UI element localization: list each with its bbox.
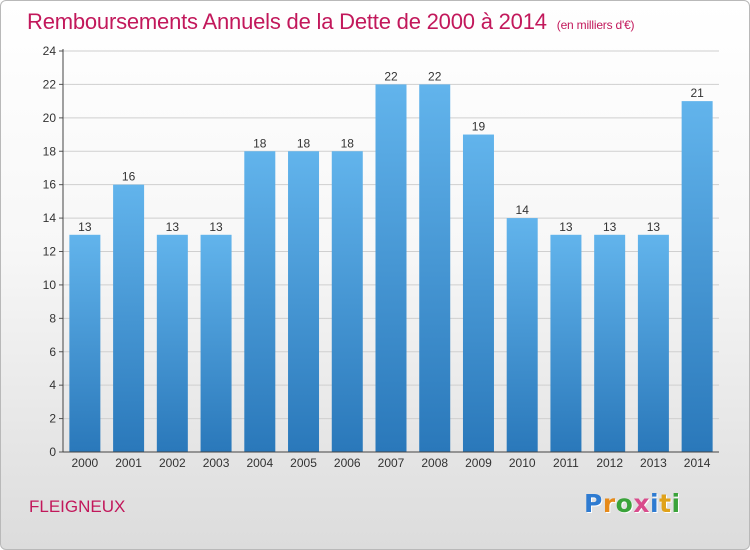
- data-label: 13: [647, 220, 661, 234]
- data-label: 19: [472, 120, 486, 134]
- y-tick-label: 18: [43, 144, 57, 158]
- y-tick-label: 22: [43, 77, 57, 91]
- x-tick-label: 2008: [421, 456, 448, 470]
- data-label: 13: [209, 220, 223, 234]
- x-tick-label: 2007: [378, 456, 405, 470]
- data-label: 18: [297, 136, 311, 150]
- bar-2002: [156, 234, 188, 452]
- bar-2009: [462, 134, 494, 452]
- data-label: 22: [428, 69, 442, 83]
- data-label: 13: [78, 220, 92, 234]
- data-label: 13: [603, 220, 617, 234]
- bar-2011: [550, 234, 582, 452]
- y-tick-label: 12: [43, 245, 57, 259]
- data-label: 16: [122, 170, 136, 184]
- y-tick-label: 16: [43, 178, 57, 192]
- logo-letter: P: [584, 489, 603, 518]
- data-label: 21: [690, 86, 704, 100]
- bar-2014: [681, 101, 713, 452]
- bar-2005: [288, 151, 320, 452]
- logo-letter: t: [659, 489, 672, 518]
- y-tick-label: 6: [49, 345, 56, 359]
- x-tick-label: 2001: [115, 456, 142, 470]
- y-tick-label: 0: [49, 445, 56, 459]
- logo-letter: r: [602, 489, 616, 518]
- bars: [69, 84, 713, 453]
- proxiti-logo[interactable]: Proxiti: [584, 489, 681, 518]
- x-tick-label: 2013: [640, 456, 667, 470]
- x-tick-label: 2005: [290, 456, 317, 470]
- y-tick-label: 24: [43, 44, 57, 58]
- unit-note: (en milliers d'€): [556, 18, 635, 32]
- x-tick-label: 2002: [159, 456, 186, 470]
- data-label: 18: [341, 136, 355, 150]
- bar-2008: [419, 84, 451, 453]
- labels: 0246810121416182022241320001620011320021…: [43, 44, 711, 470]
- bar-2013: [637, 234, 669, 452]
- y-tick-label: 2: [49, 412, 56, 426]
- x-tick-label: 2003: [203, 456, 230, 470]
- data-label: 18: [253, 136, 267, 150]
- y-tick-label: 14: [43, 211, 57, 225]
- data-label: 13: [166, 220, 180, 234]
- x-tick-label: 2011: [553, 456, 579, 470]
- y-tick-label: 8: [49, 311, 56, 325]
- logo-letter: i: [650, 489, 660, 518]
- x-tick-label: 2014: [684, 456, 711, 470]
- x-tick-label: 2010: [509, 456, 536, 470]
- y-tick-label: 10: [43, 278, 57, 292]
- bar-2010: [506, 218, 538, 452]
- x-tick-label: 2004: [246, 456, 273, 470]
- logo-letter: i: [671, 489, 681, 518]
- bar-2003: [200, 234, 232, 452]
- data-label: 22: [384, 69, 398, 83]
- data-label: 13: [559, 220, 573, 234]
- x-tick-label: 2000: [72, 456, 99, 470]
- location-name: FLEIGNEUX: [29, 497, 126, 516]
- axes: [59, 49, 719, 453]
- bar-2000: [69, 234, 101, 452]
- logo-letter: x: [633, 489, 650, 518]
- data-label: 14: [516, 203, 530, 217]
- x-tick-label: 2009: [465, 456, 492, 470]
- bar-2006: [331, 151, 363, 452]
- y-tick-label: 4: [49, 378, 56, 392]
- x-tick-label: 2006: [334, 456, 361, 470]
- bar-2012: [594, 234, 626, 452]
- bar-2007: [375, 84, 407, 453]
- x-tick-label: 2012: [596, 456, 623, 470]
- chart-title: Remboursements Annuels de la Dette de 20…: [27, 9, 635, 35]
- chart-title-text: Remboursements Annuels de la Dette de 20…: [27, 9, 547, 34]
- y-tick-label: 20: [43, 111, 57, 125]
- bar-2001: [113, 184, 145, 452]
- bar-2004: [244, 151, 276, 452]
- logo-letter: o: [615, 489, 634, 518]
